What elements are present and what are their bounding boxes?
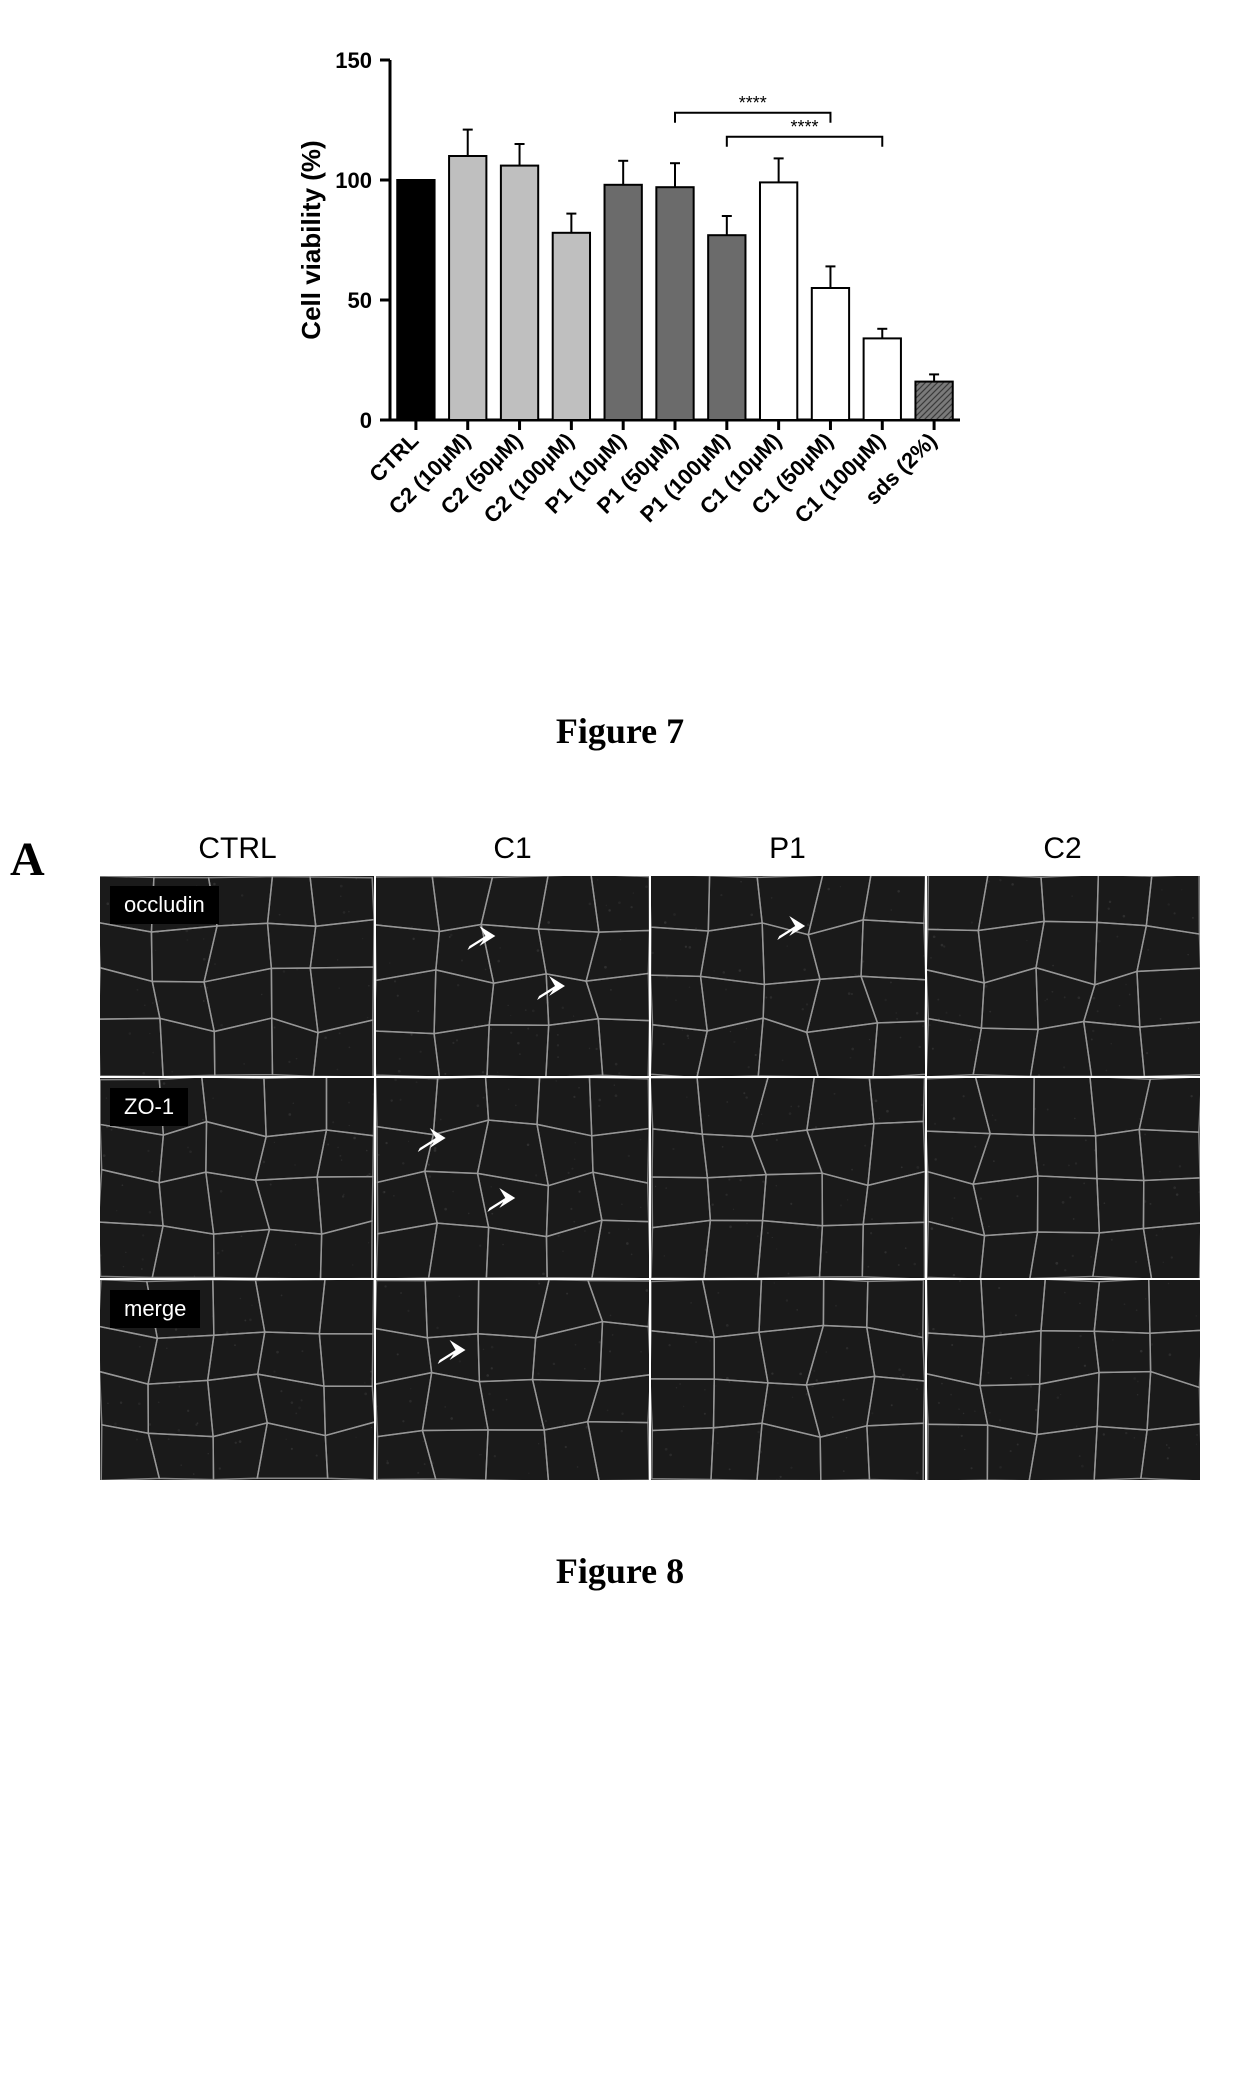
micrograph-grid: occludin ZO-1 xyxy=(100,876,1200,1480)
micrograph-r2-c0: merge xyxy=(100,1280,374,1480)
bar-7 xyxy=(760,182,797,420)
micrograph-panel: A CTRL C1 P1 C2 occludin xyxy=(20,832,1220,1480)
bar-4 xyxy=(605,185,642,420)
row-label-0: occludin xyxy=(110,886,219,924)
row-label-1: ZO-1 xyxy=(110,1088,188,1126)
micrograph-r2-c2 xyxy=(651,1280,925,1480)
figure-8: A CTRL C1 P1 C2 occludin xyxy=(20,832,1220,1592)
bar-chart-svg: 050100150Cell viability (%)CTRLC2 (10µM)… xyxy=(260,40,980,680)
micrograph-r0-c0: occludin xyxy=(100,876,374,1076)
figure-8-caption: Figure 8 xyxy=(20,1550,1220,1592)
col-header-c1: C1 xyxy=(375,832,650,866)
svg-text:50: 50 xyxy=(348,288,372,313)
bar-8 xyxy=(812,288,849,420)
bar-3 xyxy=(553,233,590,420)
column-headers: CTRL C1 P1 C2 xyxy=(100,832,1200,866)
bar-10 xyxy=(915,382,952,420)
micrograph-r1-c0: ZO-1 xyxy=(100,1078,374,1278)
bar-2 xyxy=(501,166,538,420)
micrograph-r0-c2 xyxy=(651,876,925,1076)
svg-text:****: **** xyxy=(791,117,819,137)
svg-text:150: 150 xyxy=(335,48,372,73)
figure-7-caption: Figure 7 xyxy=(20,710,1220,752)
micrograph-r2-c1 xyxy=(376,1280,650,1480)
col-header-ctrl: CTRL xyxy=(100,832,375,866)
row-label-2: merge xyxy=(110,1290,200,1328)
figure-7: 050100150Cell viability (%)CTRLC2 (10µM)… xyxy=(20,40,1220,752)
col-header-c2: C2 xyxy=(925,832,1200,866)
svg-text:100: 100 xyxy=(335,168,372,193)
bar-0 xyxy=(397,180,434,420)
svg-text:0: 0 xyxy=(360,408,372,433)
cell-viability-chart: 050100150Cell viability (%)CTRLC2 (10µM)… xyxy=(260,40,980,680)
col-header-p1: P1 xyxy=(650,832,925,866)
micrograph-r1-c1 xyxy=(376,1078,650,1278)
bar-6 xyxy=(708,235,745,420)
bar-9 xyxy=(864,338,901,420)
panel-letter: A xyxy=(10,832,45,887)
svg-text:Cell viability (%): Cell viability (%) xyxy=(296,140,326,339)
micrograph-r2-c3 xyxy=(927,1280,1201,1480)
bar-5 xyxy=(656,187,693,420)
micrograph-r1-c3 xyxy=(927,1078,1201,1278)
micrograph-r0-c1 xyxy=(376,876,650,1076)
svg-text:****: **** xyxy=(739,93,767,113)
micrograph-r0-c3 xyxy=(927,876,1201,1076)
bar-1 xyxy=(449,156,486,420)
micrograph-r1-c2 xyxy=(651,1078,925,1278)
